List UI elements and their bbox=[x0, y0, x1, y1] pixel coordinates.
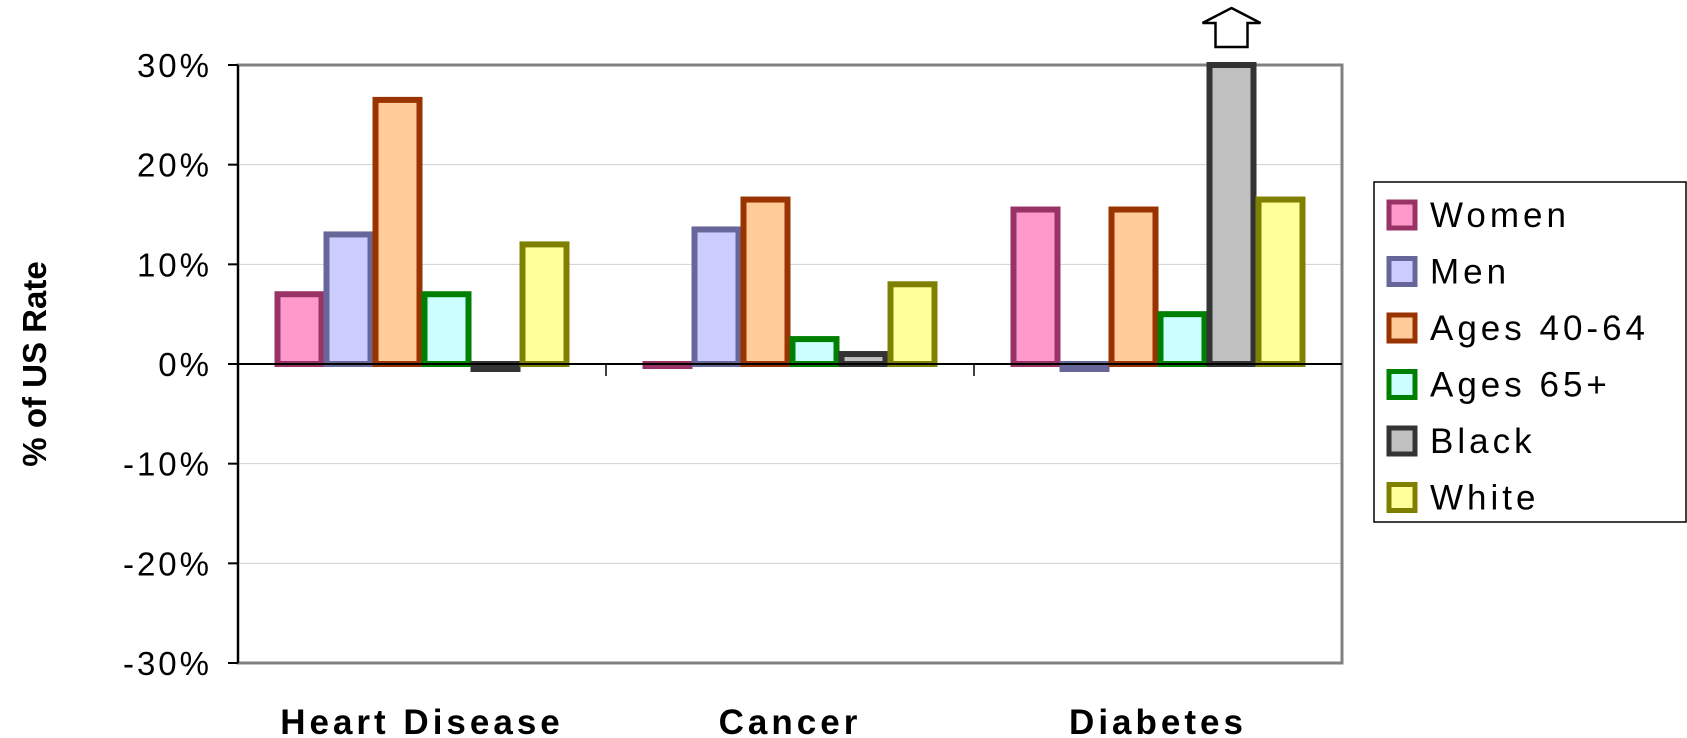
legend-swatch bbox=[1386, 199, 1418, 231]
bar bbox=[887, 281, 938, 367]
bar bbox=[789, 336, 840, 368]
bar bbox=[1108, 206, 1159, 367]
bars bbox=[274, 62, 1306, 372]
x-tick-label: Diabetes bbox=[1069, 703, 1247, 738]
x-tick-label: Heart Disease bbox=[280, 703, 564, 738]
y-axis-label: % of US Rate bbox=[16, 261, 53, 466]
bar bbox=[323, 231, 374, 367]
y-tick-label: 20% bbox=[137, 147, 212, 184]
y-tick-label: 0% bbox=[158, 346, 212, 383]
legend-label: White bbox=[1430, 479, 1539, 518]
y-tick-label: 30% bbox=[137, 47, 212, 84]
legend-swatch bbox=[1386, 369, 1418, 400]
x-tick-label: Cancer bbox=[719, 703, 862, 738]
legend-swatch bbox=[1386, 482, 1418, 513]
legend-label: Women bbox=[1430, 196, 1570, 235]
legend-swatch bbox=[1386, 256, 1418, 287]
bar bbox=[421, 291, 472, 368]
bar bbox=[691, 226, 742, 367]
bar bbox=[1157, 311, 1208, 367]
category-labels: Heart Disease Cancer Diabetes bbox=[280, 703, 1247, 738]
legend-label: Men bbox=[1430, 253, 1510, 292]
legend-label: Ages 65+ bbox=[1430, 366, 1611, 405]
bar bbox=[372, 96, 423, 367]
bar bbox=[274, 291, 325, 368]
bar bbox=[1206, 62, 1257, 367]
legend-label: Black bbox=[1430, 422, 1536, 461]
bar bbox=[1255, 196, 1306, 367]
bar bbox=[519, 241, 570, 367]
arrow-shape bbox=[1201, 6, 1262, 49]
bar bbox=[1010, 206, 1061, 367]
y-tick-label: 10% bbox=[137, 246, 212, 283]
legend-label: Ages 40-64 bbox=[1430, 309, 1649, 348]
legend-swatch bbox=[1386, 312, 1418, 344]
x-axis-ticks bbox=[605, 364, 975, 376]
y-tick-label: -20% bbox=[123, 545, 212, 582]
bar bbox=[838, 351, 889, 367]
legend-swatch bbox=[1386, 425, 1418, 457]
up-arrow-icon bbox=[1201, 6, 1262, 49]
y-tick-label: -10% bbox=[123, 446, 212, 483]
y-tick-label: -30% bbox=[123, 645, 212, 682]
y-axis-ticks: 30% 20% 10% 0% -10% -20% -30% bbox=[123, 47, 239, 682]
bar bbox=[740, 196, 791, 367]
legend-box bbox=[1373, 181, 1687, 523]
legend: Women Men Ages 40-64 Ages 65+ Black White bbox=[1373, 181, 1687, 523]
